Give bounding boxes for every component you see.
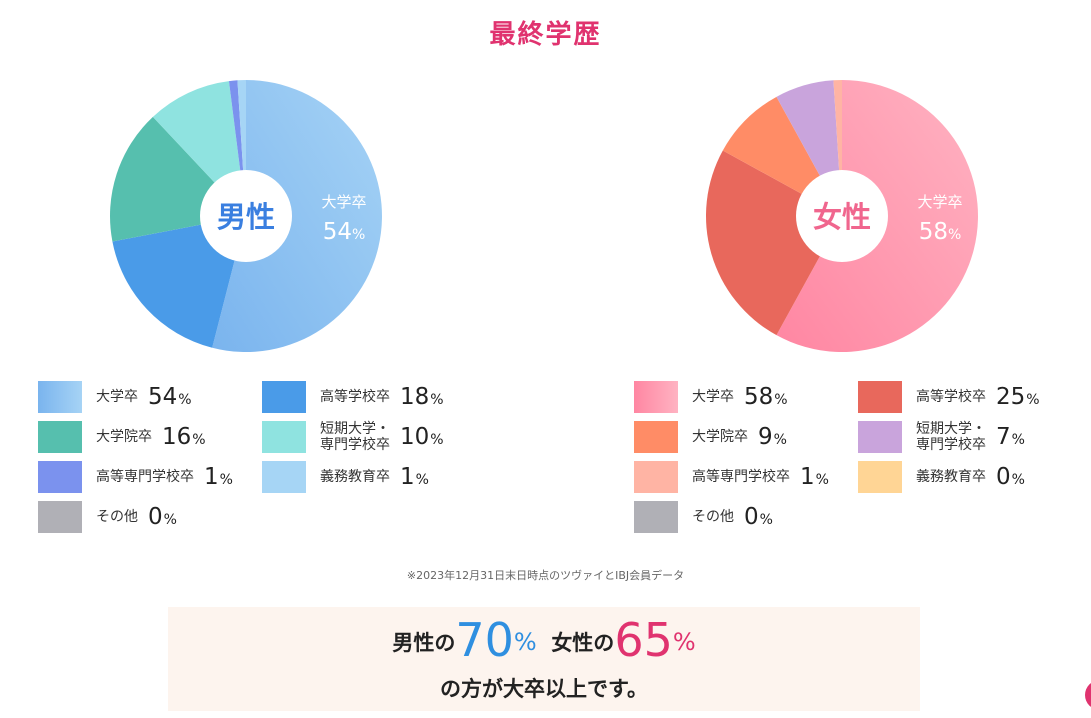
- legend-label: 高等学校卒: [916, 389, 986, 405]
- legend-label: 義務教育卒: [916, 469, 986, 485]
- legend-value: 0: [744, 504, 759, 530]
- legend-swatch: [634, 461, 678, 493]
- legend-label: 大学卒: [96, 389, 138, 405]
- legend-swatch: [262, 421, 306, 453]
- legend-swatch: [634, 501, 678, 533]
- summary-female-value: 65: [614, 613, 673, 667]
- summary-box: 男性の70% 女性の65% の方が大卒以上です。: [168, 607, 920, 711]
- legend-label: その他: [96, 509, 138, 525]
- pie-slice: [212, 80, 382, 352]
- legend-unit: %: [415, 472, 429, 488]
- legend-label: 高等学校卒: [320, 389, 390, 405]
- legend-unit: %: [219, 472, 233, 488]
- legend-unit: %: [815, 472, 829, 488]
- legend-swatch: [38, 381, 82, 413]
- summary-line-2: の方が大卒以上です。: [440, 677, 648, 701]
- legend-value: 1: [800, 464, 815, 490]
- summary-line-1: 男性の70% 女性の65%: [168, 613, 920, 667]
- legend-item: 義務教育卒 0%: [858, 460, 1025, 494]
- legend-label: その他: [692, 509, 734, 525]
- legend-label: 大学院卒: [96, 429, 152, 445]
- legend-value: 10: [400, 424, 430, 450]
- legend-unit: %: [773, 432, 787, 448]
- legend-unit: %: [430, 432, 444, 448]
- legend-swatch: [634, 421, 678, 453]
- legend-value: 0: [996, 464, 1011, 490]
- legend-swatch: [858, 421, 902, 453]
- page-title: 最終学歴: [489, 20, 602, 50]
- summary-female-prefix: 女性の: [551, 631, 615, 655]
- legend-unit: %: [192, 432, 206, 448]
- legend-swatch: [858, 461, 902, 493]
- legend-swatch: [262, 461, 306, 493]
- pie-highlight-label: 大学卒: [917, 193, 962, 211]
- legend-item: 短期大学・ 専門学校卒 10%: [262, 420, 444, 454]
- legend-swatch: [38, 461, 82, 493]
- male-legend: 大学卒 54% 高等学校卒 18% 大学院卒 16% 短期大学・ 専門学校卒 10% 高等専門学…: [38, 380, 488, 550]
- pie-center-label: 女性: [813, 200, 871, 234]
- legend-swatch: [38, 501, 82, 533]
- legend-unit: %: [774, 392, 788, 408]
- summary-female-percent: %: [672, 628, 696, 656]
- legend-item: 義務教育卒 1%: [262, 460, 429, 494]
- legend-value: 7: [996, 424, 1011, 450]
- summary-male-value: 70: [455, 613, 514, 667]
- legend-label: 短期大学・ 専門学校卒: [916, 421, 986, 453]
- summary-male-percent: %: [513, 628, 537, 656]
- legend-label: 義務教育卒: [320, 469, 390, 485]
- legend-value: 1: [204, 464, 219, 490]
- scroll-top-button[interactable]: [1085, 680, 1091, 710]
- legend-item: 高等専門学校卒 1%: [38, 460, 233, 494]
- legend-label: 高等専門学校卒: [692, 469, 790, 485]
- legend-unit: %: [1011, 432, 1025, 448]
- legend-unit: %: [163, 512, 177, 528]
- legend-value: 18: [400, 384, 430, 410]
- legend-item: その他 0%: [38, 500, 177, 534]
- summary-male-prefix: 男性の: [392, 631, 456, 655]
- legend-value: 0: [148, 504, 163, 530]
- legend-item: 大学院卒 16%: [38, 420, 206, 454]
- pie-center-circle: [796, 170, 888, 262]
- legend-label: 大学院卒: [692, 429, 748, 445]
- legend-item: 高等専門学校卒 1%: [634, 460, 829, 494]
- legend-unit: %: [1026, 392, 1040, 408]
- legend-value: 16: [162, 424, 192, 450]
- legend-swatch: [634, 381, 678, 413]
- legend-value: 58: [744, 384, 774, 410]
- legend-item: 大学院卒 9%: [634, 420, 787, 454]
- pie-highlight-label: 大学卒: [321, 193, 366, 211]
- pie-center-label: 男性: [217, 200, 275, 234]
- legend-swatch: [858, 381, 902, 413]
- legend-unit: %: [430, 392, 444, 408]
- legend-item: 高等学校卒 18%: [262, 380, 444, 414]
- legend-label: 短期大学・ 専門学校卒: [320, 421, 390, 453]
- legend-swatch: [38, 421, 82, 453]
- legend-item: 大学卒 54%: [38, 380, 192, 414]
- legend-swatch: [262, 381, 306, 413]
- legend-label: 高等専門学校卒: [96, 469, 194, 485]
- legend-unit: %: [1011, 472, 1025, 488]
- legend-item: その他 0%: [634, 500, 773, 534]
- legend-item: 短期大学・ 専門学校卒 7%: [858, 420, 1025, 454]
- legend-unit: %: [759, 512, 773, 528]
- data-source-note: ※2023年12月31日末日時点のツヴァイとIBJ会員データ: [406, 569, 685, 582]
- legend-value: 25: [996, 384, 1026, 410]
- female-legend: 大学卒 58% 高等学校卒 25% 大学院卒 9% 短期大学・ 専門学校卒 7% 高等専門学校卒…: [634, 380, 1084, 550]
- legend-value: 54: [148, 384, 178, 410]
- legend-item: 高等学校卒 25%: [858, 380, 1040, 414]
- legend-value: 9: [758, 424, 773, 450]
- legend-item: 大学卒 58%: [634, 380, 788, 414]
- pie-slice: [112, 216, 246, 348]
- legend-label: 大学卒: [692, 389, 734, 405]
- legend-value: 1: [400, 464, 415, 490]
- pie-slice: [705, 150, 842, 336]
- legend-unit: %: [178, 392, 192, 408]
- pie-center-circle: [200, 170, 292, 262]
